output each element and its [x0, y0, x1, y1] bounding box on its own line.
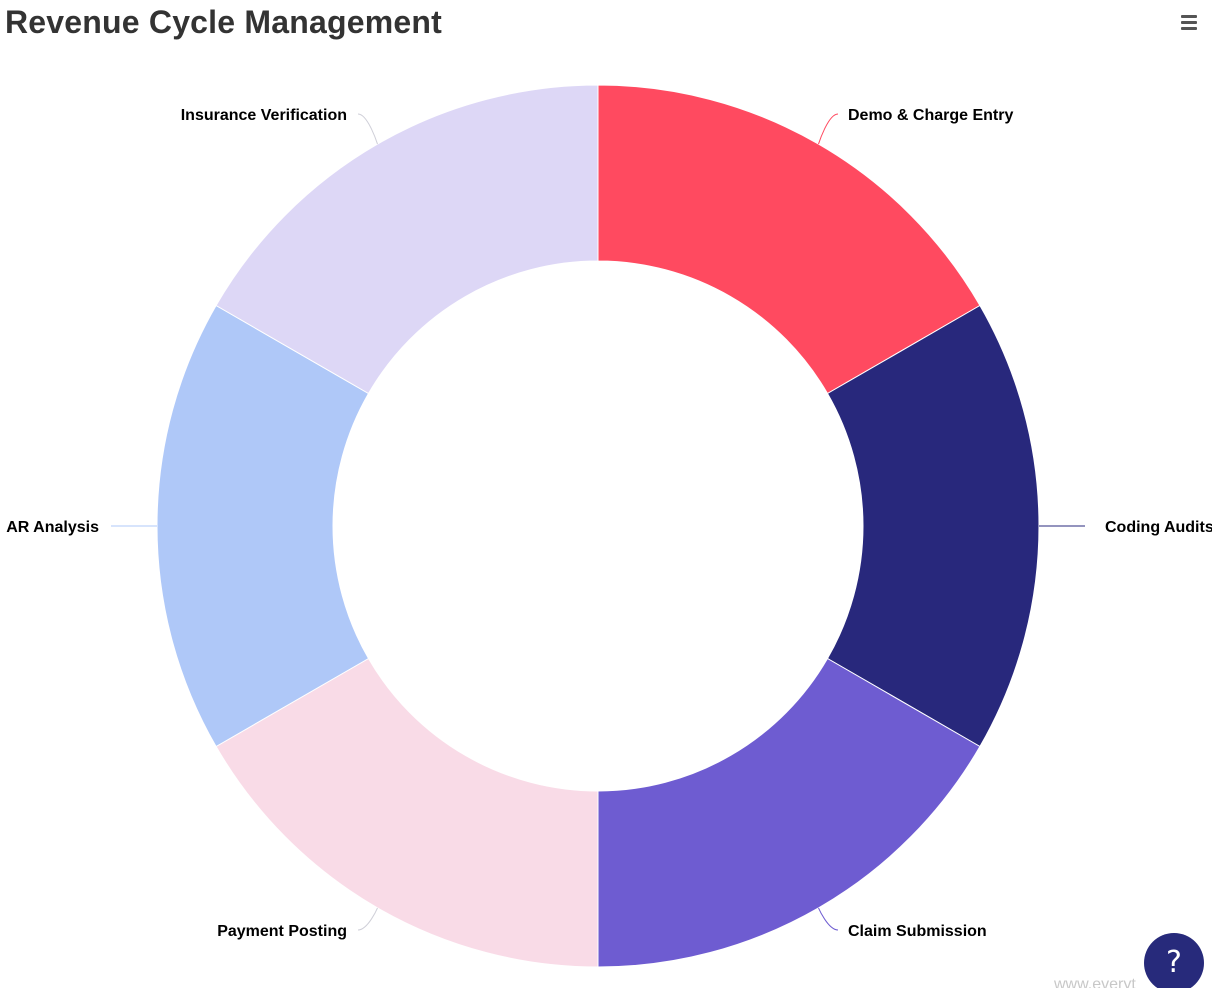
menu-bar [1181, 15, 1197, 18]
label-coding-audits: Coding Audits [1105, 519, 1212, 536]
hamburger-menu-icon[interactable] [1172, 8, 1206, 36]
slice-demo-charge-entry[interactable] [597, 84, 981, 395]
menu-bar [1181, 21, 1197, 24]
connector-payment-posting [357, 907, 378, 931]
help-button[interactable]: ? [1144, 933, 1204, 988]
label-demo-charge-entry: Demo & Charge Entry [848, 107, 1013, 124]
watermark-text: www.everyt [1054, 976, 1136, 988]
donut-slices [156, 84, 1040, 968]
connector-claim-submission [818, 907, 839, 931]
slice-insurance-verification[interactable] [215, 84, 599, 395]
slice-claim-submission[interactable] [597, 657, 981, 968]
slice-coding-audits[interactable] [826, 304, 1040, 748]
connector-demo-charge-entry [818, 113, 839, 145]
connector-insurance-verification [357, 113, 378, 145]
menu-bar [1181, 27, 1197, 30]
chart-title: Revenue Cycle Management [5, 4, 442, 40]
slice-labels: Demo & Charge Entry Coding Audits Claim Su… [6, 107, 1212, 940]
slice-ar-analysis[interactable] [156, 304, 370, 748]
label-insurance-verification: Insurance Verification [181, 107, 347, 124]
label-ar-analysis: AR Analysis [6, 519, 99, 536]
label-connectors [111, 113, 1085, 931]
label-claim-submission: Claim Submission [848, 923, 987, 940]
slice-payment-posting[interactable] [215, 657, 599, 968]
label-payment-posting: Payment Posting [217, 923, 347, 940]
